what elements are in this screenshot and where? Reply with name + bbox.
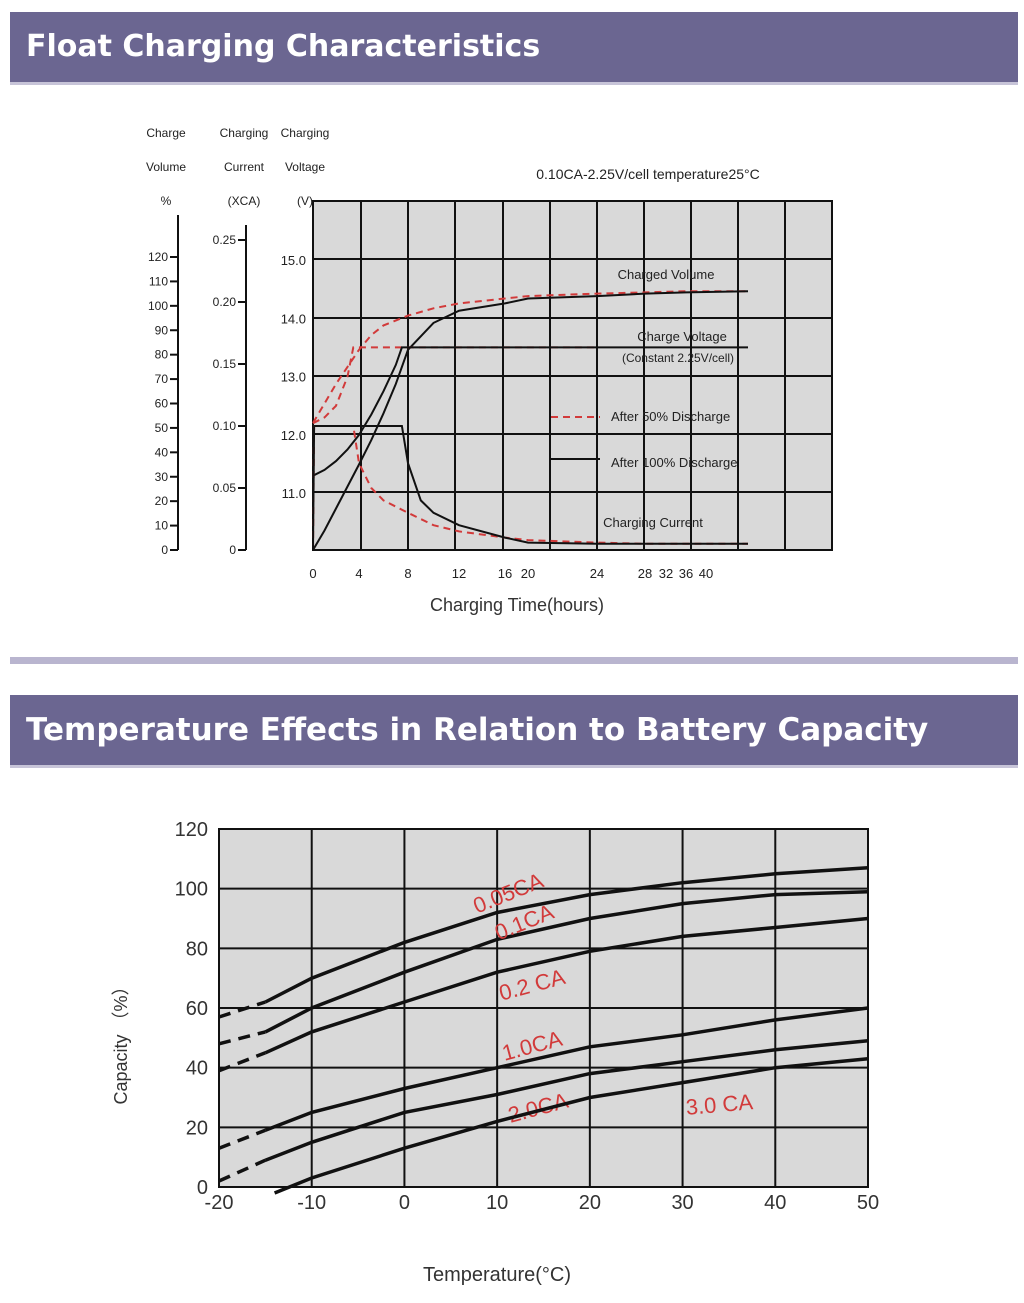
voltage-tick-label: 12.0 bbox=[281, 428, 306, 443]
volume-tick-label: 20 bbox=[155, 494, 169, 508]
current-tick-label: 0 bbox=[229, 543, 236, 557]
voltage-axis-title: (V) bbox=[297, 194, 313, 208]
series-voltage-100 bbox=[312, 346, 748, 477]
y-tick-label-2: 60 bbox=[186, 998, 208, 1020]
voltage-tick-label: 13.0 bbox=[281, 370, 306, 385]
x-tick-label: 36 bbox=[679, 566, 693, 581]
voltage-tick-label: 11.0 bbox=[282, 486, 306, 501]
volume-tick-label: 120 bbox=[148, 250, 168, 264]
voltage-tick-label: 15.0 bbox=[281, 253, 306, 268]
series-01CA bbox=[264, 889, 869, 1034]
series-30CA bbox=[273, 1056, 869, 1195]
x-tick-label: 8 bbox=[404, 566, 411, 581]
series-label: 3.0 CA bbox=[685, 1089, 755, 1120]
volume-tick-label: 80 bbox=[155, 348, 169, 362]
y-axis-title-2: Capacity （%） bbox=[111, 977, 131, 1104]
voltage-axis-title: Voltage bbox=[285, 160, 325, 174]
series-20CA bbox=[264, 1039, 869, 1162]
volume-tick-label: 30 bbox=[155, 470, 169, 484]
x-axis-title-2: Temperature(°C) bbox=[423, 1264, 571, 1286]
x-tick-label: 0 bbox=[309, 566, 316, 581]
x-tick-label-2: -10 bbox=[297, 1192, 326, 1214]
x-tick-label: 32 bbox=[659, 566, 673, 581]
x-tick-label-2: 40 bbox=[764, 1192, 786, 1214]
x-tick-label-2: 30 bbox=[671, 1192, 693, 1214]
y-tick-label-2: 80 bbox=[186, 938, 208, 960]
x-tick-label: 4 bbox=[355, 566, 362, 581]
annotation-charge-voltage: Charge Voltage bbox=[637, 329, 727, 344]
float-charging-chart: 0 4 8 12 16 20 24 28 32 36 40 Charging Time(hours) 0… bbox=[146, 126, 833, 615]
y-tick-label-2: 0 bbox=[197, 1177, 208, 1199]
volume-tick-label: 60 bbox=[155, 397, 169, 411]
series-02CA bbox=[264, 916, 869, 1055]
x-tick-label: 40 bbox=[699, 566, 713, 581]
temperature-effects-title: Temperature Effects in Relation to Batte… bbox=[26, 712, 929, 748]
volume-tick-label: 10 bbox=[155, 519, 169, 533]
float-charging-banner: Float Charging Characteristics bbox=[10, 12, 1018, 82]
volume-tick-label: 50 bbox=[155, 421, 169, 435]
y-tick-label-2: 120 bbox=[175, 819, 208, 841]
x-tick-label-2: 20 bbox=[579, 1192, 601, 1214]
series-dashed-10CA bbox=[218, 1128, 267, 1150]
x-tick-label: 20 bbox=[521, 566, 535, 581]
y-tick-label-2: 20 bbox=[186, 1117, 208, 1139]
series-volume-100 bbox=[312, 290, 749, 551]
x-tick-label: 24 bbox=[590, 566, 604, 581]
volume-axis-title: Volume bbox=[146, 160, 186, 174]
x-tick-label-2: 0 bbox=[399, 1192, 410, 1214]
series-current-100 bbox=[312, 425, 748, 551]
annotation-charged-volume: Charged Volume bbox=[618, 267, 715, 282]
current-axis-title: (XCA) bbox=[228, 194, 261, 208]
annotation-constant-voltage: (Constant 2.25V/cell) bbox=[622, 351, 734, 365]
current-tick-label: 0.05 bbox=[213, 481, 237, 495]
condition-label: 0.10CA-2.25V/cell temperature25°C bbox=[536, 166, 760, 182]
series-005CA bbox=[264, 866, 869, 1004]
x-tick-label: 12 bbox=[452, 566, 466, 581]
volume-axis-title: Charge bbox=[146, 126, 186, 140]
legend-dashed-label: After 50% Discharge bbox=[611, 409, 730, 424]
current-axis-title: Current bbox=[224, 160, 265, 174]
current-tick-label: 0.25 bbox=[213, 233, 237, 247]
x-tick-label: 16 bbox=[498, 566, 512, 581]
current-axis-title: Charging bbox=[220, 126, 269, 140]
voltage-tick-label: 14.0 bbox=[281, 311, 306, 326]
current-tick-label: 0.10 bbox=[213, 419, 237, 433]
volume-tick-label: 90 bbox=[155, 323, 169, 337]
x-axis-title: Charging Time(hours) bbox=[430, 595, 604, 615]
legend-solid-label: After 100% Discharge bbox=[611, 455, 737, 470]
x-tick-label-2: 50 bbox=[857, 1192, 879, 1214]
volume-tick-label: 100 bbox=[148, 299, 168, 313]
series-dashed-005CA bbox=[218, 1000, 266, 1019]
current-tick-label: 0.20 bbox=[213, 295, 237, 309]
series-dashed-01CA bbox=[218, 1030, 266, 1046]
annotation-charging-current: Charging Current bbox=[603, 515, 703, 530]
temperature-effects-banner: Temperature Effects in Relation to Batte… bbox=[10, 695, 1018, 765]
series-dashed-20CA bbox=[218, 1158, 267, 1183]
volume-tick-label: 70 bbox=[155, 372, 169, 386]
y-tick-label-2: 40 bbox=[186, 1058, 208, 1080]
x-tick-label: 28 bbox=[638, 566, 652, 581]
float-charging-title: Float Charging Characteristics bbox=[26, 29, 541, 64]
section-divider bbox=[10, 657, 1018, 664]
series-dashed-02CA bbox=[218, 1051, 267, 1073]
volume-tick-label: 110 bbox=[149, 274, 168, 288]
series-volume-50 bbox=[312, 290, 748, 424]
voltage-axis-title: Charging bbox=[281, 126, 330, 140]
volume-tick-label: 0 bbox=[161, 543, 168, 557]
volume-tick-label: 40 bbox=[155, 445, 169, 459]
current-tick-label: 0.15 bbox=[213, 357, 237, 371]
x-tick-label-2: -20 bbox=[205, 1192, 234, 1214]
y-tick-label-2: 100 bbox=[175, 879, 208, 901]
series-10CA bbox=[264, 1006, 869, 1132]
volume-axis-title: % bbox=[161, 194, 172, 208]
x-tick-label-2: 10 bbox=[486, 1192, 508, 1214]
